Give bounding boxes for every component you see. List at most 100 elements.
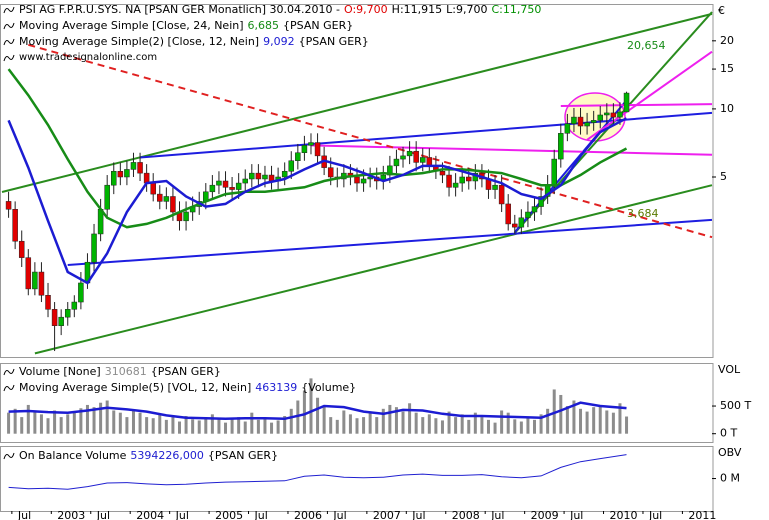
candle-body: [400, 155, 406, 160]
volume-bar: [171, 417, 175, 434]
candle-body: [584, 122, 590, 127]
ohlc-label: H:11,915: [391, 3, 443, 16]
y-axis-label: €: [718, 4, 725, 17]
x-tick-label: Jul: [96, 509, 110, 520]
x-tick-label: 2011: [688, 509, 716, 520]
volume-bar: [85, 404, 89, 434]
candle-body: [183, 211, 189, 222]
legend-name: Moving Average Simple [Close, 24, Nein]: [19, 19, 244, 32]
candle-body: [150, 182, 156, 195]
candle-body: [157, 193, 163, 202]
candle-body: [597, 114, 603, 121]
x-tick-label: Jul: [332, 509, 346, 520]
watermark: www.tradesignalonline.com: [19, 52, 158, 63]
volume-bar: [625, 416, 629, 434]
volume-bar: [394, 407, 398, 434]
x-tick-label: 2005: [215, 509, 243, 520]
ohlc-label: C:11,750: [491, 3, 542, 16]
candle-body: [406, 150, 413, 157]
volume-bar: [118, 412, 122, 434]
x-tick-label: 2004: [136, 509, 164, 520]
volume-bar: [565, 406, 569, 434]
candle-body: [604, 112, 610, 116]
volume-bar: [164, 419, 168, 434]
legend-row: Volume [None] 310681 {PSAN GER}: [3, 364, 356, 380]
candle-body: [413, 150, 419, 163]
candle-body: [577, 116, 584, 127]
volume-bar: [618, 403, 622, 434]
y-axis-label: OBV: [718, 446, 742, 459]
volume-bar: [204, 417, 208, 434]
candle-body: [163, 196, 170, 202]
volume-bar: [329, 417, 333, 434]
volume-bar: [381, 408, 385, 434]
volume-bar: [355, 418, 359, 434]
y-tick-label: 5: [720, 170, 727, 183]
trend-line: [310, 144, 713, 156]
candle-body: [111, 171, 117, 186]
legend-source: {PSAN GER}: [207, 449, 279, 462]
volume-bar: [375, 417, 379, 434]
series-line: [7, 68, 628, 229]
candle-body: [137, 162, 143, 174]
legend-row: Moving Average Simple(2) [Close, 12, Nei…: [3, 34, 541, 50]
candle-body: [531, 206, 538, 213]
annotation: 3,684: [627, 207, 659, 220]
candle-body: [242, 178, 248, 184]
candle-body: [51, 309, 58, 326]
volume-bar: [493, 422, 497, 434]
x-tick-label: Jul: [490, 509, 504, 520]
panel-frame: [0, 363, 714, 443]
volume-bar: [224, 422, 228, 434]
candle-body: [518, 217, 525, 228]
volume-bar: [53, 410, 57, 434]
x-tick-label: 2009: [531, 509, 559, 520]
legend-value: 6,685: [247, 19, 280, 32]
candle-body: [117, 171, 124, 178]
legend-icon: [3, 384, 15, 392]
x-tick-label: 2006: [294, 509, 322, 520]
x-tick-label: 2008: [452, 509, 480, 520]
volume-bar: [592, 407, 596, 434]
candle-body: [387, 165, 393, 176]
ohlc-label: L:9,700: [446, 3, 488, 16]
x-tick-label: Jul: [648, 509, 662, 520]
candle-body: [295, 152, 301, 161]
candle-body: [564, 123, 571, 134]
candle-body: [222, 180, 229, 188]
candle-body: [288, 160, 295, 172]
volume-bar: [151, 418, 155, 434]
volume-bar: [473, 412, 477, 434]
volume-bar: [427, 414, 431, 434]
x-tick-label: Jul: [411, 509, 425, 520]
volume-bar: [513, 419, 517, 434]
volume-bar: [309, 378, 313, 434]
candle-body: [426, 157, 433, 167]
legend: Volume [None] 310681 {PSAN GER} Moving Aver…: [3, 364, 356, 396]
candle-body: [393, 158, 400, 167]
volume-bar: [145, 417, 149, 434]
legend-name: Moving Average Simple(2) [Close, 12, Nei…: [19, 35, 260, 48]
volume-bar: [237, 417, 241, 434]
candle-body: [446, 174, 452, 188]
volume-bar: [158, 414, 162, 434]
volume-bar: [500, 410, 504, 434]
volume-bar: [572, 400, 576, 434]
candle-body: [466, 176, 472, 182]
x-tick-label: 2007: [373, 509, 401, 520]
candle-body: [64, 309, 71, 318]
candle-body: [235, 182, 242, 190]
legend-value: 5394226,000: [130, 449, 204, 462]
volume-bar: [546, 408, 550, 434]
annotation: 20,654: [627, 39, 666, 52]
legend-source: {PSAN GER}: [150, 365, 221, 378]
volume-bar: [519, 421, 523, 434]
candle-body: [551, 158, 557, 186]
volume-bar: [263, 418, 267, 434]
candle-body: [58, 316, 64, 326]
volume-bar: [302, 390, 306, 434]
volume-bar: [20, 417, 24, 434]
candle-body: [38, 271, 45, 296]
legend-value: 463139: [255, 381, 298, 394]
candle-body: [327, 167, 334, 178]
